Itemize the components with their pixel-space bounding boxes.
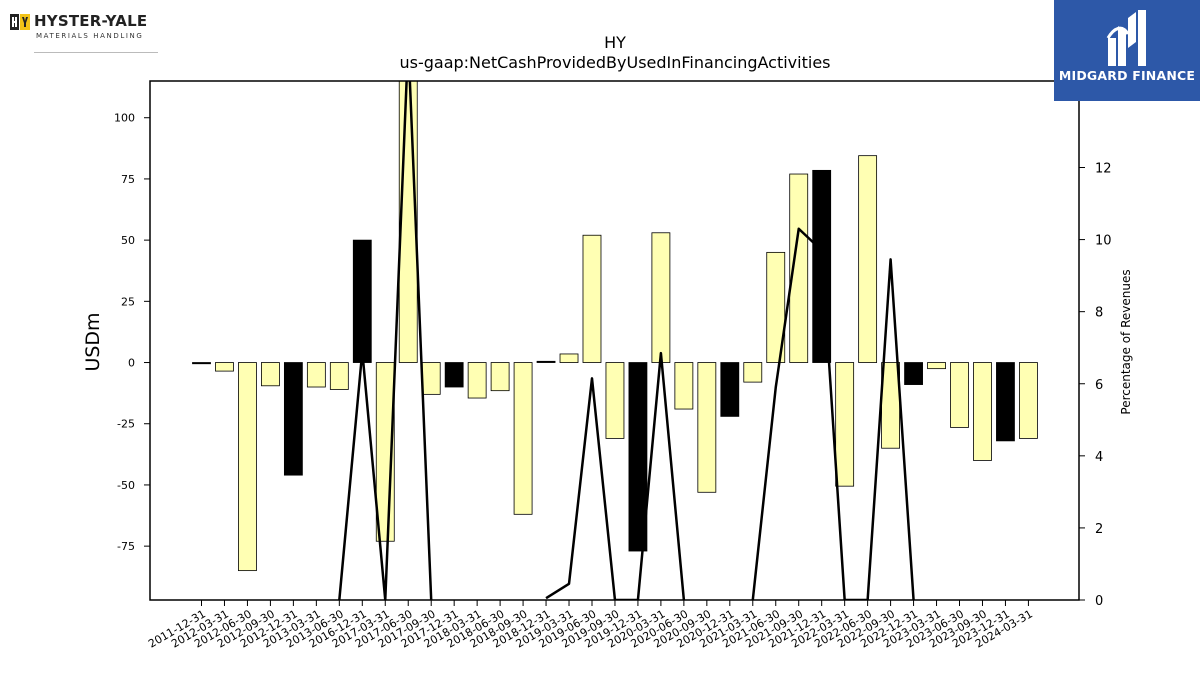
y2-tick-label-4: 4	[1095, 450, 1103, 465]
bar-2011-12-31	[192, 362, 211, 365]
bar-2019-12-31	[628, 362, 648, 552]
ratio-line-layer	[338, 81, 915, 600]
bar-2022-03-31	[835, 362, 855, 487]
y2-tick-label-10: 10	[1095, 234, 1112, 249]
hyster-yale-logo-subtitle: MATERIALS HANDLING	[36, 32, 144, 40]
chart-title: HY	[604, 33, 626, 52]
bar-2019-06-30	[582, 234, 602, 363]
y2-tick-label-0: 0	[1095, 594, 1103, 609]
bar-2012-09-30	[261, 362, 280, 387]
hyster-yale-mark-icon	[10, 14, 30, 30]
y-tick-label--25: -25	[117, 418, 135, 431]
bar-2020-12-31	[720, 362, 740, 417]
y2-tick-label-8: 8	[1095, 306, 1103, 321]
bar-2020-03-31	[651, 232, 671, 363]
y-tick-label-25: 25	[121, 295, 135, 308]
y-tick-label--75: -75	[117, 540, 135, 553]
bar-2022-06-30	[858, 155, 878, 363]
bar-2021-03-31	[743, 362, 763, 383]
y2-tick-label-12: 12	[1095, 162, 1112, 177]
bar-2022-12-31	[904, 362, 923, 385]
bar-2013-03-31	[306, 362, 326, 388]
bar-2023-06-30	[950, 362, 969, 428]
y2-tick-label-2: 2	[1095, 522, 1103, 537]
ratio-line-segment-2	[751, 227, 915, 600]
midgard-finance-mark-icon	[1106, 10, 1146, 66]
y-axis-label: USDm	[82, 312, 104, 371]
midgard-finance-logo-name: MIDGARD FINANCE	[1058, 68, 1196, 83]
bar-2012-12-31	[283, 362, 303, 476]
y-axis-left: -75 -50 -25 0 25 50 75 100	[114, 112, 150, 553]
bar-2020-09-30	[697, 362, 717, 493]
bar-2018-09-30	[513, 362, 533, 515]
bar-2018-03-31	[467, 362, 487, 399]
y-tick-label--50: -50	[117, 479, 135, 492]
bar-2021-09-30	[789, 173, 809, 363]
bar-2012-03-31	[215, 362, 234, 372]
hyster-yale-logo-name: HYSTER-YALE	[34, 12, 148, 30]
bar-2017-12-31	[444, 362, 464, 388]
bar-2021-06-30	[766, 251, 786, 363]
y-tick-label-100: 100	[114, 112, 135, 125]
y-axis-right: 02468101214	[1079, 89, 1112, 609]
y-tick-label-75: 75	[121, 173, 135, 186]
bar-2013-06-30	[329, 362, 349, 390]
bar-2022-09-30	[881, 362, 900, 449]
bar-2023-09-30	[973, 362, 992, 461]
plot-frame	[149, 80, 1080, 601]
y-tick-label-0: 0	[128, 357, 135, 370]
midgard-finance-logo: MIDGARD FINANCE	[1054, 0, 1200, 101]
bar-2018-06-30	[490, 362, 510, 392]
bar-2017-09-30	[421, 362, 441, 395]
y-tick-label-50: 50	[121, 234, 135, 247]
bar-2019-09-30	[605, 362, 625, 439]
chart-subtitle: us-gaap:NetCashProvidedByUsedInFinancing…	[399, 53, 830, 72]
bar-2012-06-30	[238, 362, 257, 572]
hyster-yale-logo: HYSTER-YALE MATERIALS HANDLING	[10, 12, 158, 53]
bar-2019-03-31	[559, 353, 579, 363]
bars-layer	[192, 81, 1038, 572]
ratio-line-segment-0	[338, 81, 433, 600]
x-axis: 2011-12-312012-03-312012-06-302012-09-30…	[146, 600, 1035, 651]
ratio-line-segment-1	[545, 351, 686, 600]
bar-2016-12-31	[352, 239, 372, 363]
y2-tick-label-6: 6	[1095, 378, 1103, 393]
y2-axis-label: Percentage of Revenues	[1119, 269, 1133, 414]
bar-2020-06-30	[674, 362, 694, 410]
bar-2024-03-31	[1019, 362, 1038, 439]
logo-divider	[34, 52, 158, 53]
bar-2023-03-31	[927, 362, 946, 370]
bar-2023-12-31	[996, 362, 1015, 442]
bar-2018-12-31	[536, 360, 556, 363]
